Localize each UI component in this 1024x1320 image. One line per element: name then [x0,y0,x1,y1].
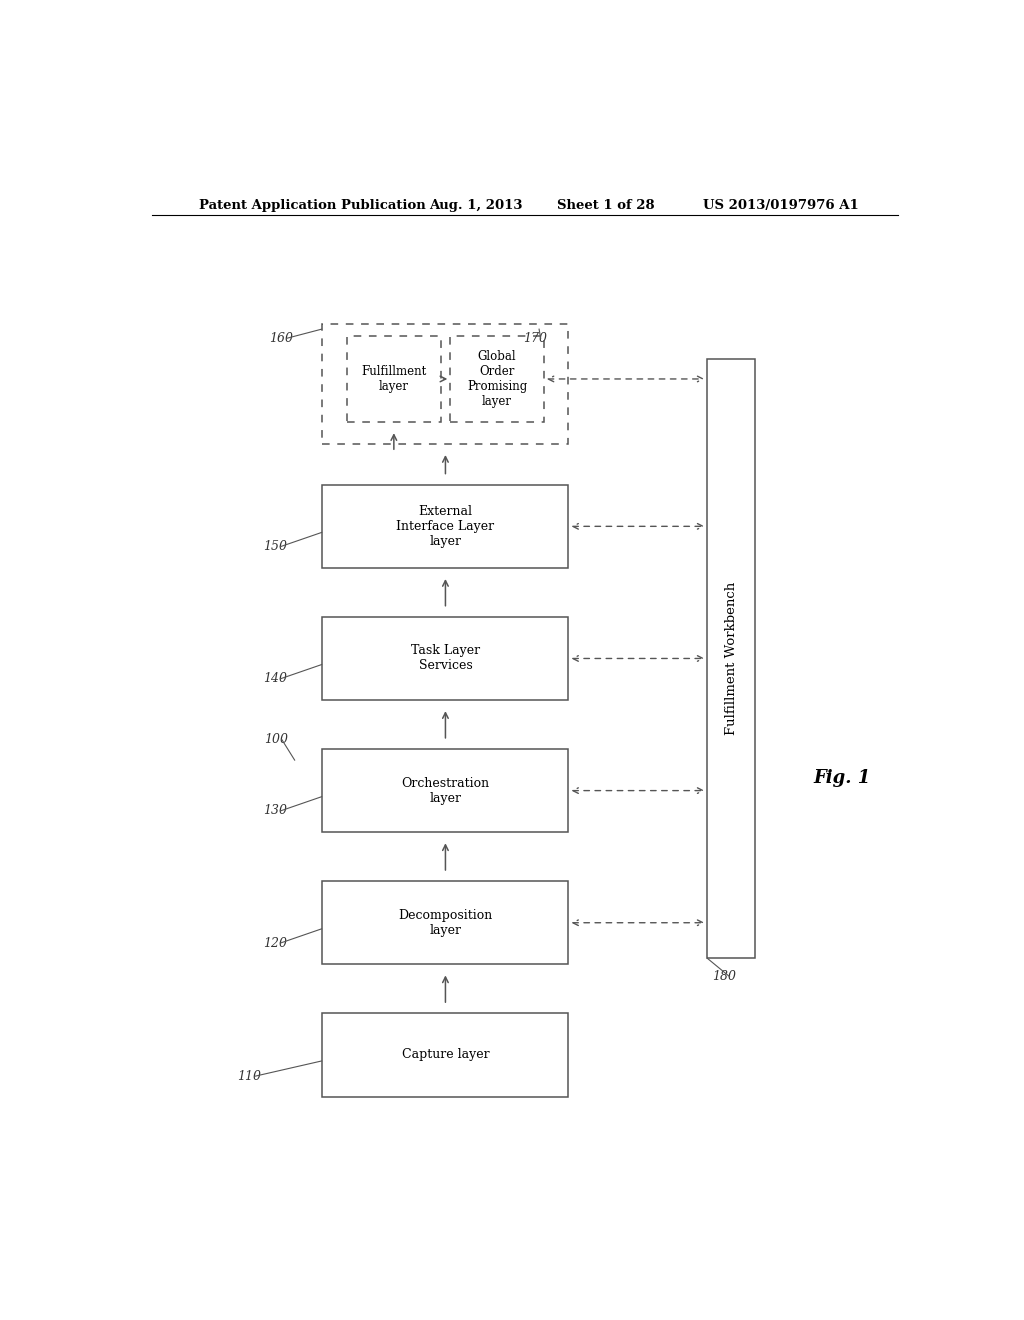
Text: 160: 160 [269,331,293,345]
Text: 100: 100 [264,734,289,746]
Text: Fig. 1: Fig. 1 [814,770,870,788]
FancyBboxPatch shape [323,484,568,568]
FancyBboxPatch shape [708,359,755,958]
Text: External
Interface Layer
layer: External Interface Layer layer [396,504,495,548]
Text: US 2013/0197976 A1: US 2013/0197976 A1 [703,198,859,211]
Text: 170: 170 [523,331,547,345]
Text: Fulfillment
layer: Fulfillment layer [361,364,426,393]
FancyBboxPatch shape [323,1014,568,1097]
Text: 140: 140 [263,672,287,685]
Text: Patent Application Publication: Patent Application Publication [200,198,426,211]
FancyBboxPatch shape [323,325,568,444]
FancyBboxPatch shape [323,880,568,965]
Text: 150: 150 [263,540,287,553]
Text: Sheet 1 of 28: Sheet 1 of 28 [557,198,654,211]
FancyBboxPatch shape [347,335,440,422]
Text: 120: 120 [263,937,287,949]
Text: 180: 180 [712,970,736,983]
Text: 130: 130 [263,804,287,817]
Text: Orchestration
layer: Orchestration layer [401,776,489,805]
Text: Global
Order
Promising
layer: Global Order Promising layer [467,350,527,408]
Text: Capture layer: Capture layer [401,1048,489,1061]
Text: Aug. 1, 2013: Aug. 1, 2013 [430,198,523,211]
FancyBboxPatch shape [451,335,544,422]
FancyBboxPatch shape [323,748,568,833]
FancyBboxPatch shape [323,616,568,700]
Text: Fulfillment Workbench: Fulfillment Workbench [725,582,737,735]
Text: 110: 110 [238,1069,261,1082]
Text: Task Layer
Services: Task Layer Services [411,644,480,672]
Text: Decomposition
layer: Decomposition layer [398,908,493,937]
